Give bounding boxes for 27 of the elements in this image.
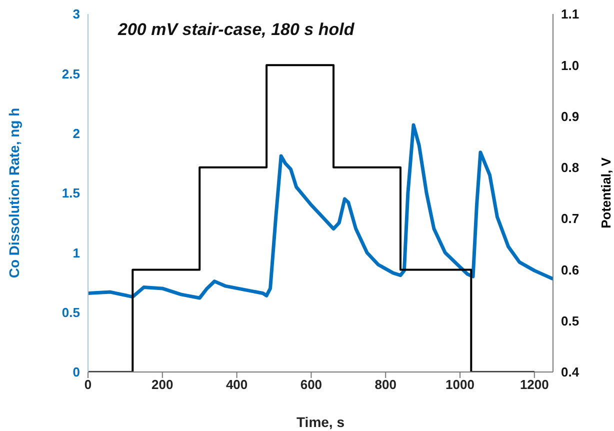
- x-tick-label: 800: [374, 377, 396, 392]
- x-tick-label: 400: [226, 377, 248, 392]
- y2-tick-label: 0.7: [561, 211, 580, 226]
- y2-tick-label: 1.0: [561, 58, 580, 73]
- x-tick-label: 600: [300, 377, 322, 392]
- y-tick-label: 2: [72, 126, 80, 141]
- x-tick-label: 0: [84, 377, 92, 392]
- x-tick-label: 1200: [520, 377, 549, 392]
- y-tick-label: 1.5: [62, 186, 80, 201]
- y2-tick-label: 0.6: [561, 262, 580, 278]
- x-tick-label: 200: [152, 377, 174, 392]
- y-tick-label: 0: [72, 364, 80, 380]
- y2-tick-label: 0.5: [561, 313, 580, 328]
- y2-axis-title: Potential, V: [598, 157, 614, 228]
- y-tick-label: 3: [72, 6, 80, 22]
- annotation: 200 mV stair-case, 180 s hold: [118, 20, 354, 40]
- x-axis-title: Time, s: [296, 414, 345, 430]
- x-tick-label: 1000: [446, 377, 474, 392]
- y-tick-label: 1: [72, 245, 80, 260]
- y2-tick-label: 0.9: [561, 108, 580, 124]
- y-tick-label: 2.5: [62, 66, 80, 82]
- y2-tick-label: 0.4: [561, 364, 580, 380]
- y-axis-title: Co Dissolution Rate, ng h: [6, 108, 22, 278]
- line-series: [88, 123, 553, 300]
- y2-tick-label: 1.1: [561, 6, 580, 22]
- y2-tick-label: 0.8: [561, 160, 580, 176]
- y-tick-label: 0.5: [62, 304, 80, 320]
